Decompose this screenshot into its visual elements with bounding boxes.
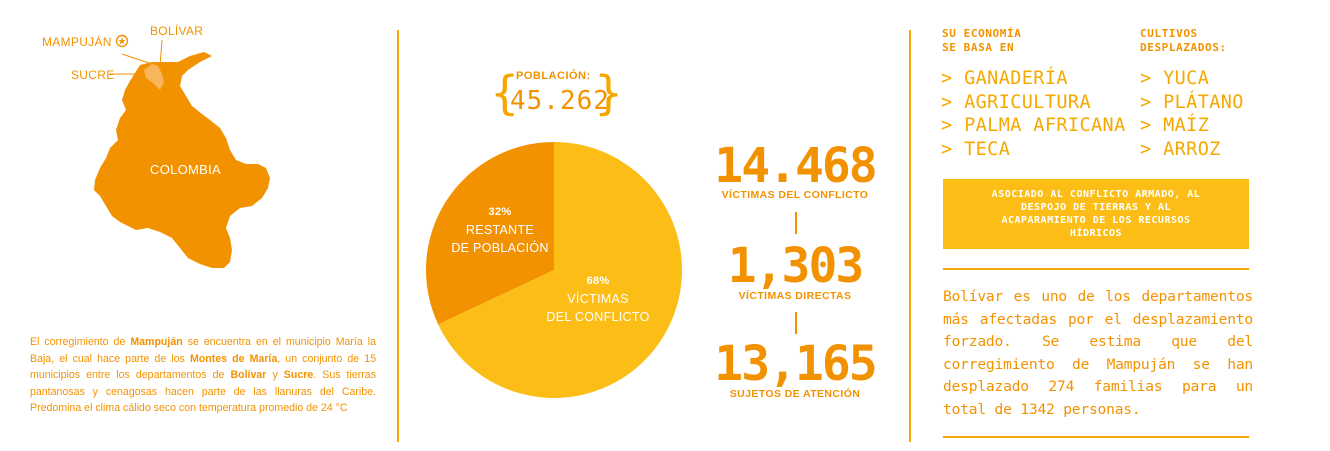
economy-item: > PALMA AFRICANA	[941, 115, 1126, 136]
stat-number-direct: 1,303	[727, 238, 865, 294]
rule-bottom	[943, 436, 1249, 438]
bolivar-region	[144, 64, 164, 90]
star-circle-icon	[115, 34, 129, 48]
economy-heading-line1: SU ECONOMÍA	[942, 27, 1022, 40]
pie-label-victims-pct: 68%	[586, 275, 610, 287]
pie-label-victims-line2: DEL CONFLICTO	[546, 310, 650, 324]
colombia-map	[94, 34, 270, 268]
colombia-shape	[94, 52, 270, 268]
crops-list: > YUCA > PLÁTANO > MAÍZ > ARROZ	[1140, 67, 1244, 161]
stat-label-direct: VÍCTIMAS DIRECTAS	[738, 290, 852, 302]
description-bold-term: Bolívar	[230, 369, 267, 381]
conflict-note-box: ASOCIADO AL CONFLICTO ARMADO, AL DESPOJO…	[943, 179, 1249, 249]
crops-heading-line2: DESPLAZADOS:	[1140, 41, 1227, 54]
description-text: . Sus tierras pantanosas y cenagosas hac…	[30, 369, 376, 414]
bolivar-leader	[159, 39, 163, 67]
country-label: COLOMBIA	[150, 162, 222, 177]
conflict-note-text: ASOCIADO AL CONFLICTO ARMADO, AL DESPOJO…	[991, 189, 1201, 239]
stat-separator-2	[795, 312, 797, 334]
economy-list: > GANADERÍA > AGRICULTURA > PALMA AFRICA…	[941, 67, 1126, 161]
left-description: El corregimiento de Mampuján se encuentr…	[30, 334, 376, 417]
pie-label-victims: 68% VÍCTIMAS DEL CONFLICTO	[528, 272, 668, 326]
description-text: se encuentra en el municipio María la Ba…	[30, 336, 376, 365]
mampujan-leader	[121, 53, 153, 65]
population-pie-chart	[426, 142, 682, 398]
population-value: 45.262	[510, 86, 610, 116]
stat-number-victims: 14.468	[714, 138, 877, 194]
pie-label-remaining-line1: RESTANTE	[465, 223, 535, 237]
rule-top	[943, 268, 1249, 270]
description-text: y	[266, 369, 284, 381]
bolivar-label: BOLÍVAR	[150, 24, 204, 38]
right-description: Bolívar es uno de los departamentos más …	[943, 288, 1253, 418]
stat-label-victims: VÍCTIMAS DEL CONFLICTO	[721, 189, 869, 201]
pie-slice-victims	[438, 142, 682, 398]
stat-separator-1	[795, 212, 797, 234]
description-bold-term: Montes de María	[189, 352, 278, 365]
population-label: POBLACIÓN:	[516, 70, 591, 82]
crop-item: > YUCA	[1140, 68, 1210, 89]
economy-item: > GANADERÍA	[941, 68, 1068, 89]
stat-number-subjects: 13,165	[714, 336, 877, 392]
description-bold-term: Mampuján	[130, 336, 183, 348]
crops-heading-line1: CULTIVOS	[1140, 27, 1198, 40]
crop-item: > PLÁTANO	[1140, 91, 1244, 113]
economy-item: > AGRICULTURA	[941, 91, 1091, 113]
sucre-label: SUCRE	[71, 68, 115, 82]
mampujan-label: MAMPUJÁN	[42, 35, 112, 49]
economy-heading-line2: SE BASA EN	[942, 41, 1015, 54]
pie-label-remaining: 32% RESTANTE DE POBLACIÓN	[430, 203, 570, 257]
pie-label-victims-line1: VÍCTIMAS	[567, 292, 629, 306]
economy-item: > TECA	[941, 138, 1011, 160]
crop-item: > MAÍZ	[1140, 115, 1210, 136]
description-text: El corregimiento de	[30, 336, 131, 348]
crop-item: > ARROZ	[1140, 138, 1221, 160]
description-text: , un conjunto de 15 municipios entre los…	[30, 352, 376, 382]
brace-left-icon: {	[490, 66, 520, 120]
pie-label-remaining-pct: 32%	[488, 206, 512, 218]
brace-right-icon: }	[594, 66, 624, 120]
pie-label-remaining-line2: DE POBLACIÓN	[451, 241, 549, 255]
divider-left	[397, 30, 399, 442]
economy-heading: SU ECONOMÍA SE BASA EN	[942, 27, 1021, 55]
pie-slice-remaining	[426, 142, 554, 325]
divider-right	[909, 30, 911, 442]
description-bold-term: Sucre	[283, 369, 314, 381]
crops-heading: CULTIVOS DESPLAZADOS:	[1140, 27, 1227, 55]
stat-label-subjects: SUJETOS DE ATENCIÓN	[729, 388, 861, 400]
